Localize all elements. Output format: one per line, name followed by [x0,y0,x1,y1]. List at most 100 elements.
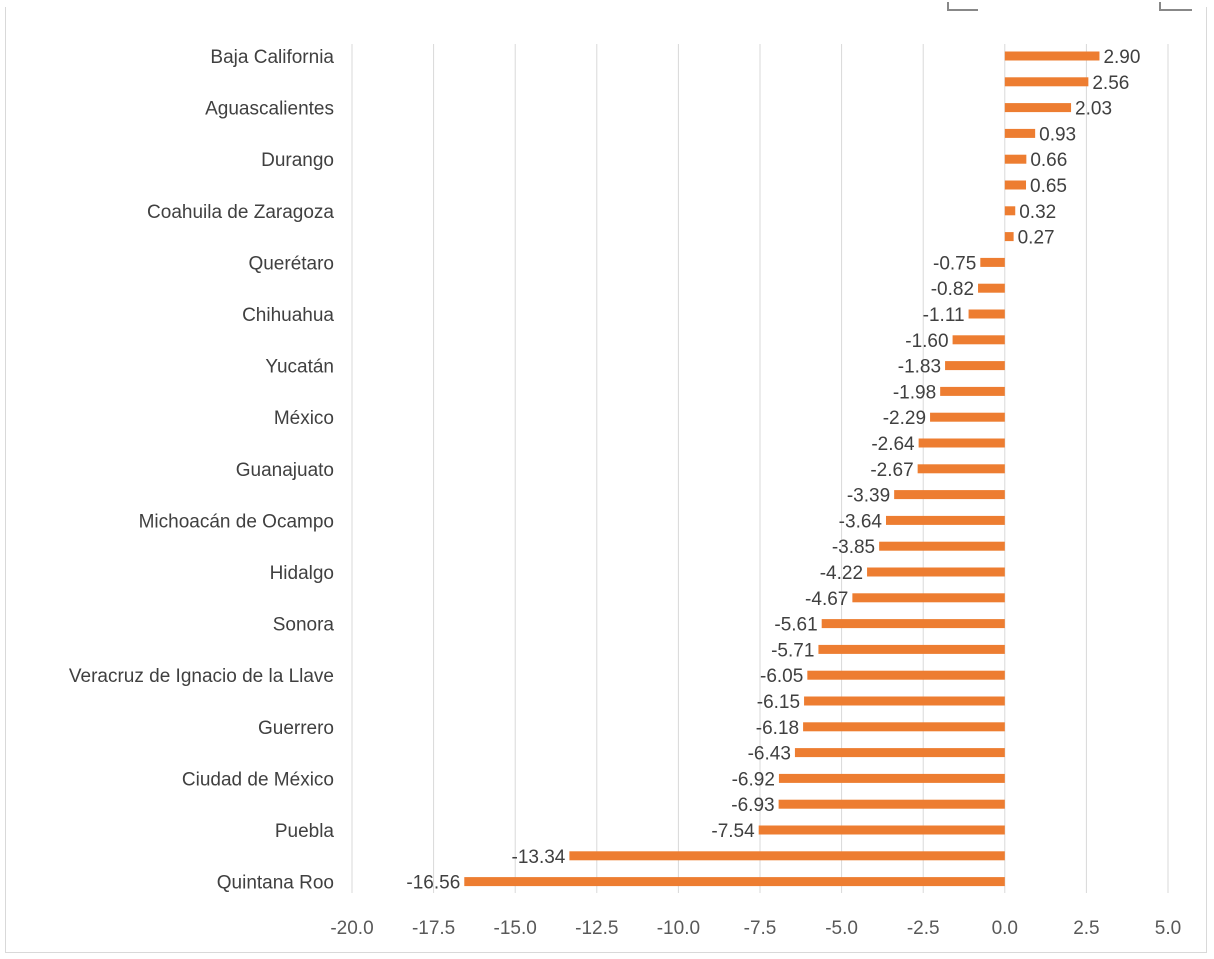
bar [778,799,1005,809]
value-label: -6.43 [748,744,791,765]
value-label: 2.56 [1092,73,1129,94]
bar [1004,154,1027,164]
value-label: -0.75 [933,253,976,274]
edge-mark-right [1159,2,1192,11]
value-label: -3.39 [847,486,890,507]
category-label: Quintana Roo [217,873,334,894]
x-tick-label: -7.5 [744,918,777,939]
bar [794,748,1005,758]
bar [867,567,1005,577]
value-label: -3.85 [832,537,875,558]
bar [968,309,1005,319]
value-label: -1.98 [893,382,936,403]
category-label: Querétaro [248,253,334,274]
x-tick-label: -17.5 [412,918,455,939]
bar [778,773,1005,783]
value-label: -5.61 [774,615,817,636]
value-label: -6.93 [731,795,774,816]
value-label: -16.56 [406,873,460,894]
bar [917,464,1005,474]
bar [1004,180,1027,190]
value-label: 0.32 [1019,202,1056,223]
value-label: -4.67 [805,589,848,610]
bar [807,670,1005,680]
category-label: Chihuahua [242,305,334,326]
category-label: Michoacán de Ocampo [139,511,334,532]
value-label: 0.93 [1039,124,1076,145]
x-axis-tick-labels: -20.0 -17.5 -15.0 -12.5 -10.0 -7.5 -5.0 -2.5 0.0… [330,918,1181,939]
bar [464,877,1005,887]
value-label: -6.92 [732,769,775,790]
bar [804,696,1005,706]
value-label: -1.60 [905,331,948,352]
category-labels: Baja California Aguascalientes Durango Coah… [69,47,335,894]
bar [1004,232,1014,242]
category-label: Hidalgo [270,563,334,584]
top-edge-marks [947,2,1192,11]
bar [1004,51,1100,61]
bar [1004,206,1016,216]
x-tick-label: 0.0 [992,918,1018,939]
x-tick-label: -2.5 [907,918,940,939]
category-label: Coahuila de Zaragoza [147,202,334,223]
value-label: -6.18 [756,718,799,739]
value-label: 0.66 [1030,150,1067,171]
bar [879,541,1005,551]
x-tick-label: 2.5 [1073,918,1099,939]
value-label: -6.05 [760,666,803,687]
value-label: -1.83 [898,357,941,378]
bar [1004,128,1036,138]
x-tick-label: -15.0 [494,918,537,939]
category-label: Aguascalientes [205,99,334,120]
x-tick-label: -10.0 [657,918,700,939]
value-label: -0.82 [931,279,974,300]
category-label: Ciudad de México [182,769,334,790]
x-tick-label: 5.0 [1155,918,1181,939]
category-label: Durango [261,150,334,171]
value-label: 0.27 [1018,228,1055,249]
bars [464,51,1100,887]
bar [980,257,1005,267]
gridlines [351,44,1169,893]
value-label: 2.03 [1075,99,1112,120]
bar [803,722,1005,732]
bar [569,851,1005,861]
bar [758,825,1005,835]
category-label: Puebla [275,821,335,842]
value-labels: 2.90 2.56 2.03 0.93 0.66 0.65 0.32 0.27 -0.75 -0.… [406,47,1140,894]
bar [885,515,1005,525]
category-label: México [274,408,334,429]
bar [945,361,1005,371]
value-label: -6.15 [757,692,800,713]
x-tick-label: -5.0 [825,918,858,939]
value-label: -1.11 [923,305,965,326]
value-label: -4.22 [820,563,863,584]
bar [930,412,1005,422]
value-label: 0.65 [1030,176,1067,197]
bar [1004,77,1089,87]
value-label: -2.29 [883,408,926,429]
bar [1004,103,1072,113]
value-label: -13.34 [512,847,566,868]
category-label: Yucatán [265,357,334,378]
value-label: -7.54 [711,821,755,842]
value-label: -5.71 [771,640,814,661]
chart-frame [5,7,1207,953]
bar [852,593,1005,603]
x-tick-label: -12.5 [575,918,618,939]
category-label: Sonora [273,615,335,636]
bar [918,438,1005,448]
bar [978,283,1005,293]
bar [940,386,1005,396]
category-label: Veracruz de Ignacio de la Llave [69,666,334,687]
category-label: Guerrero [258,718,334,739]
x-tick-label: -20.0 [330,918,373,939]
bar [821,619,1005,629]
bar [894,490,1005,500]
category-label: Guanajuato [236,460,334,481]
edge-mark-left [947,2,978,11]
value-label: -3.64 [839,511,883,532]
value-label: -2.64 [871,434,915,455]
category-label: Baja California [210,47,334,68]
